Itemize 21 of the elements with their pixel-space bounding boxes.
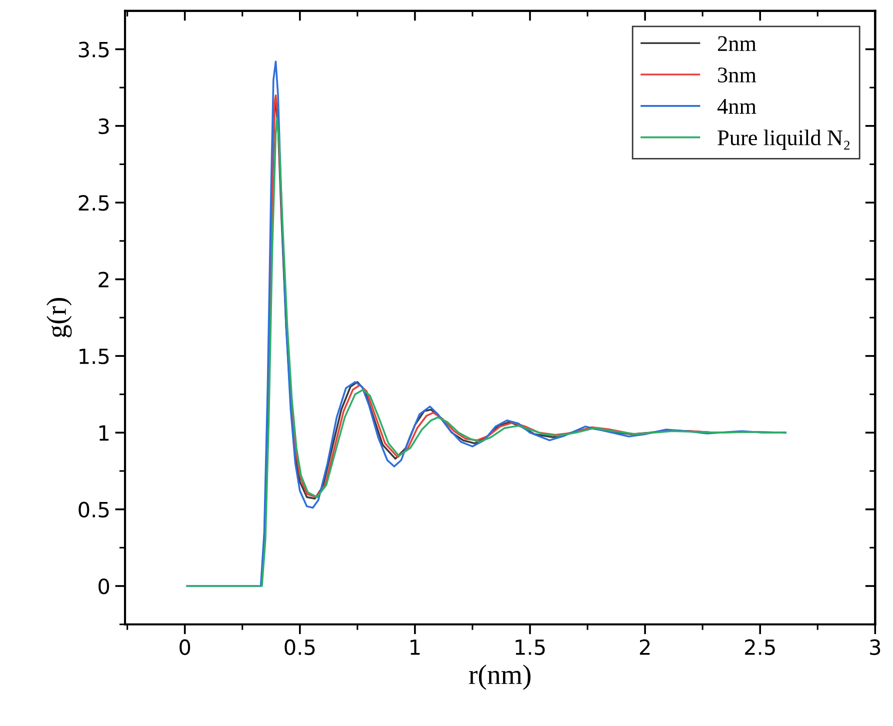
legend-label: Pure liquild N₂ bbox=[718, 130, 850, 150]
y-tick-label: 0 bbox=[98, 578, 110, 594]
x-tick-label: 1.5 bbox=[516, 640, 545, 656]
y-tick-label: 1 bbox=[99, 425, 109, 441]
x-tick-label: 1 bbox=[410, 640, 420, 655]
y-tick-label: 2.5 bbox=[78, 195, 109, 211]
y-tick-label: 0.5 bbox=[78, 502, 109, 518]
y-tick-label: 3 bbox=[98, 118, 109, 134]
y-tick-label: 3.5 bbox=[78, 42, 109, 58]
legend-label: 3nm bbox=[718, 68, 756, 83]
legend-label: 4nm bbox=[717, 99, 756, 114]
x-axis-title: r(nm) bbox=[469, 664, 530, 690]
legend-label: 2nm bbox=[718, 36, 756, 51]
y-tick-label: 2 bbox=[98, 272, 108, 288]
x-tick-label: 0.5 bbox=[284, 639, 315, 656]
y-axis-title: g(r) bbox=[46, 298, 72, 338]
x-tick-label: 3 bbox=[870, 639, 880, 656]
x-tick-label: 2 bbox=[640, 639, 650, 655]
x-tick-label: 0 bbox=[180, 639, 190, 656]
y-tick-label: 1.5 bbox=[80, 348, 109, 364]
x-tick-label: 2.5 bbox=[745, 639, 775, 656]
